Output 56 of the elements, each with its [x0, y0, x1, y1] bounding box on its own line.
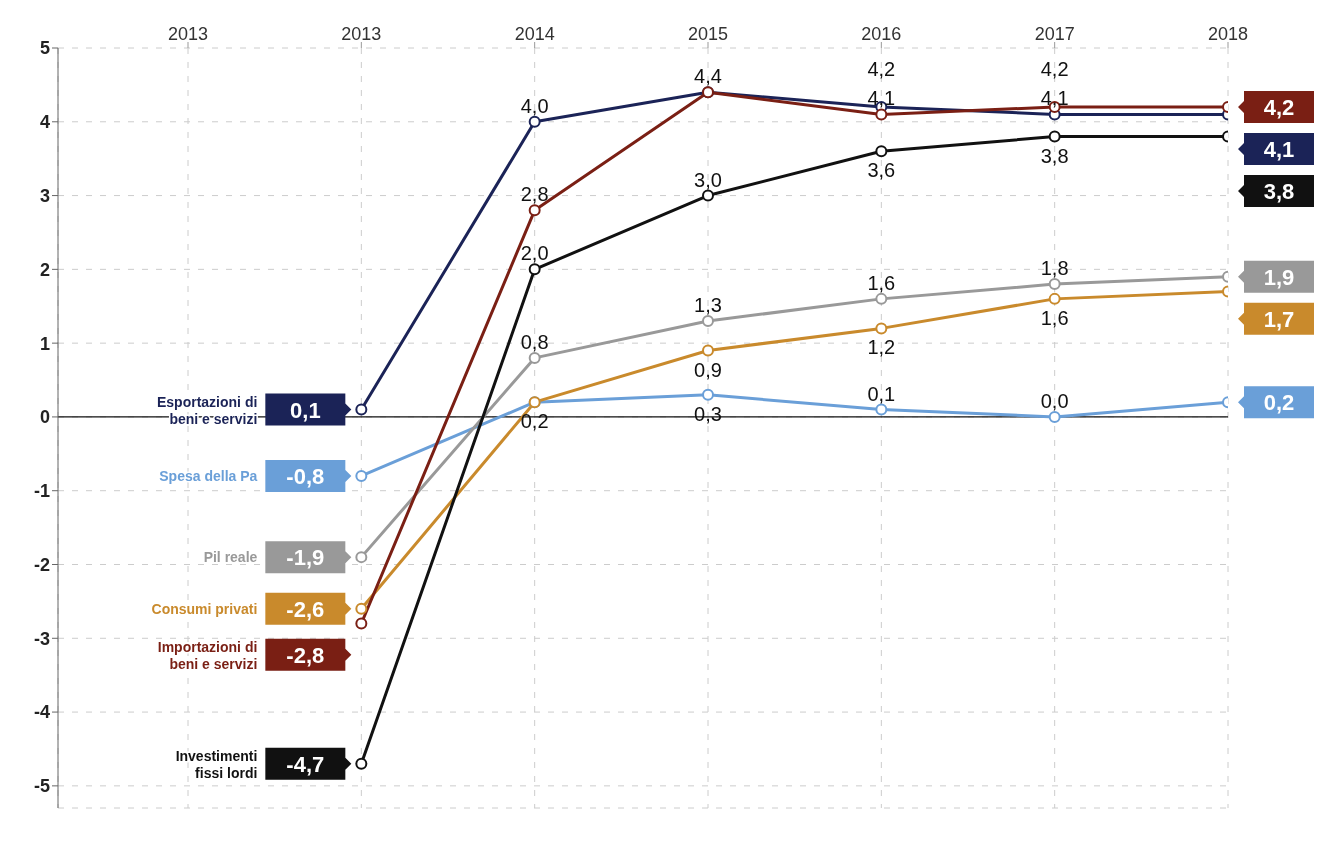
data-label: -1,9 [286, 545, 325, 571]
data-label: 2,0 [520, 242, 549, 265]
data-label: 1,6 [1040, 306, 1069, 329]
data-label: 1,9 [1263, 264, 1295, 290]
data-label: -4,7 [286, 751, 325, 777]
text: Consumi privati [151, 600, 258, 617]
data-label: 4,2 [1040, 58, 1069, 81]
y-tick-label: 2 [39, 259, 50, 280]
x-tick-label: 2016 [861, 24, 902, 44]
y-tick-label: 4 [39, 112, 50, 133]
y-tick-label: 5 [39, 38, 50, 59]
data-label: 4,2 [867, 58, 896, 81]
x-tick-label: 2013 [167, 24, 209, 44]
x-tick-label: 2018 [1207, 24, 1249, 44]
y-tick-label: 3 [39, 185, 50, 206]
text: Investimenti fissi lordi [175, 747, 258, 781]
data-label: 4,4 [694, 65, 722, 88]
y-tick-label: -5 [33, 776, 50, 797]
data-label: 0,0 [1040, 389, 1069, 412]
data-label: 1,3 [694, 294, 722, 317]
y-tick-label: -3 [33, 628, 50, 649]
data-label: 4,1 [1263, 137, 1295, 163]
data-label: 0,1 [867, 382, 896, 405]
x-tick-label: 2013 [341, 24, 382, 44]
data-label: 1,8 [1040, 257, 1069, 280]
data-label: 4,2 [1263, 95, 1295, 121]
data-label: 0,2 [1263, 390, 1295, 416]
data-label: -0,8 [286, 463, 325, 489]
y-tick-label: -4 [33, 702, 50, 723]
data-label: -2,8 [286, 642, 325, 668]
y-tick-label: 1 [39, 333, 50, 354]
data-label: 2,8 [520, 183, 549, 206]
text: Spesa della Pa [159, 467, 258, 484]
y-tick-label: -2 [33, 554, 50, 575]
y-tick-label: -1 [33, 481, 50, 502]
x-tick-label: 2014 [514, 24, 555, 44]
text: Pil reale [203, 549, 258, 566]
data-label: -2,6 [286, 596, 325, 622]
data-label: 0,8 [520, 330, 549, 353]
data-label: 1,7 [1263, 306, 1295, 332]
data-label: 4,0 [520, 94, 549, 117]
data-label: 0,9 [694, 358, 722, 381]
data-label: 0,1 [290, 397, 321, 423]
data-label: 3,8 [1263, 179, 1295, 205]
text: Importazioni di beni e servizi [157, 638, 258, 672]
data-label: 1,6 [867, 271, 896, 294]
x-tick-label: 2017 [1034, 24, 1075, 44]
data-label: 4,1 [867, 87, 896, 110]
data-label: 0,2 [520, 410, 549, 433]
y-tick-label: 0 [39, 407, 50, 428]
data-label: 3,8 [1040, 144, 1069, 167]
x-tick-label: 2015 [687, 24, 729, 44]
data-label: 4,1 [1040, 87, 1069, 110]
data-label: 1,2 [867, 336, 896, 359]
data-label: 3,6 [867, 159, 896, 182]
data-label: 3,0 [694, 168, 722, 191]
